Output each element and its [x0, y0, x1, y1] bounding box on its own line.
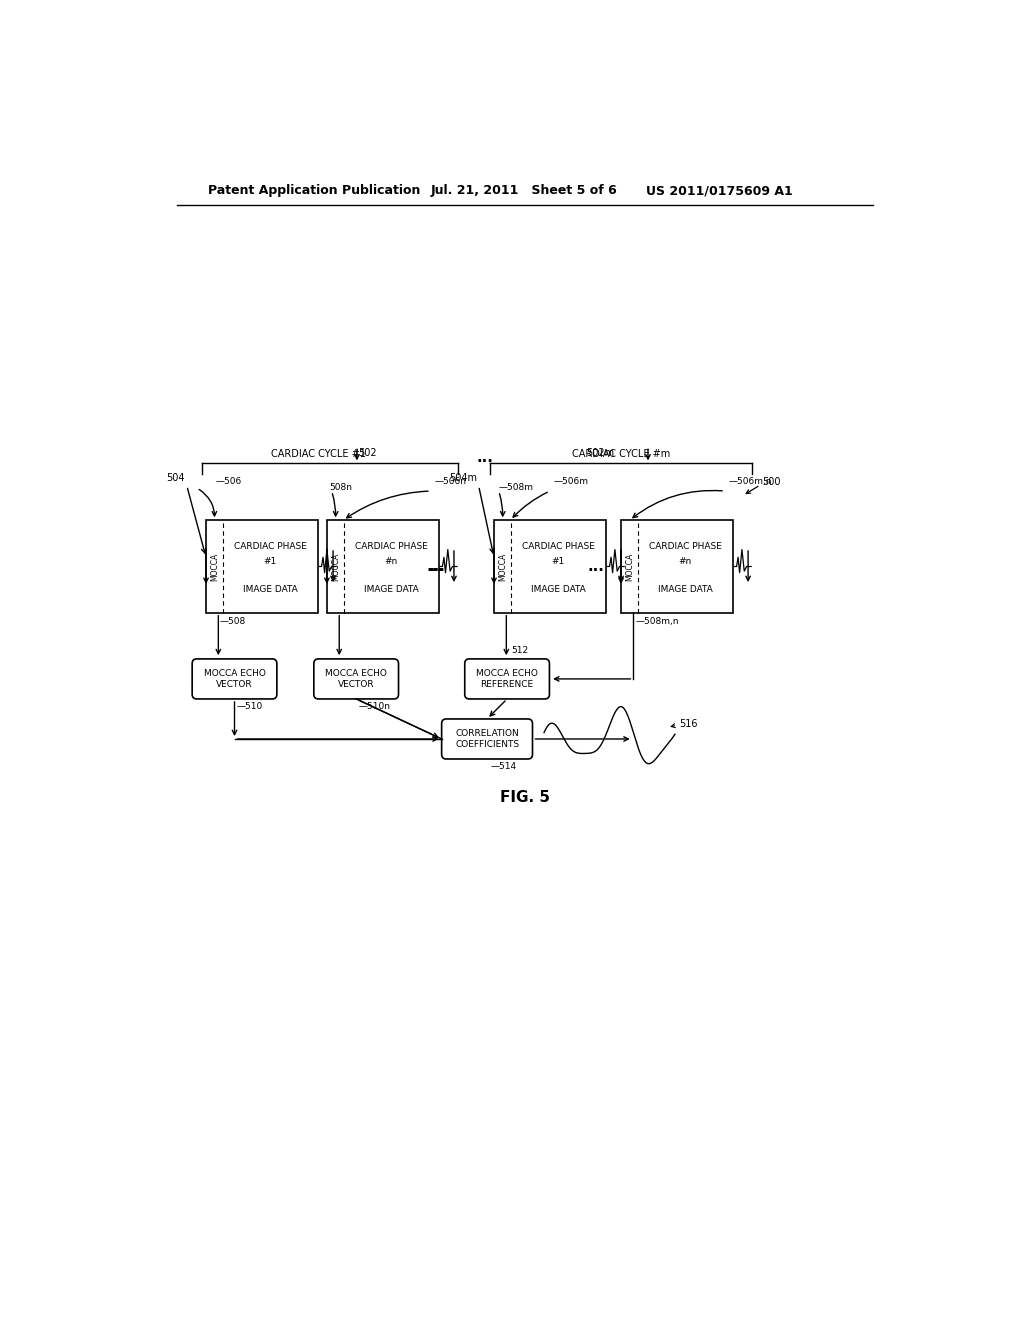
Text: CARDIAC PHASE: CARDIAC PHASE [354, 541, 428, 550]
Text: IMAGE DATA: IMAGE DATA [364, 585, 419, 594]
FancyBboxPatch shape [441, 719, 532, 759]
Text: CARDIAC PHASE: CARDIAC PHASE [522, 541, 595, 550]
Text: FIG. 5: FIG. 5 [500, 789, 550, 805]
Text: MOCCA: MOCCA [210, 552, 219, 581]
Text: CORRELATION
COEFFICIENTS: CORRELATION COEFFICIENTS [455, 729, 519, 748]
Text: ...: ... [426, 558, 443, 574]
Text: MOCCA: MOCCA [331, 552, 340, 581]
Bar [206, 520, 317, 612]
Text: MOCCA ECHO
VECTOR: MOCCA ECHO VECTOR [204, 669, 265, 689]
Text: 516: 516 [679, 718, 697, 729]
Text: —514: —514 [490, 762, 517, 771]
Text: MOCCA ECHO
REFERENCE: MOCCA ECHO REFERENCE [476, 669, 538, 689]
Text: —506: —506 [216, 478, 243, 486]
Text: 502: 502 [358, 447, 377, 458]
Text: #n: #n [679, 557, 692, 566]
Text: Patent Application Publication: Patent Application Publication [208, 185, 420, 197]
Text: CARDIAC PHASE: CARDIAC PHASE [649, 541, 722, 550]
FancyBboxPatch shape [193, 659, 276, 700]
Text: #1: #1 [264, 557, 276, 566]
Text: #n: #n [385, 557, 398, 566]
Text: —510: —510 [237, 702, 263, 711]
Text: —508m,n: —508m,n [636, 616, 679, 626]
Text: #1: #1 [552, 557, 565, 566]
Text: ...: ... [588, 558, 605, 574]
FancyBboxPatch shape [313, 659, 398, 700]
Text: MOCCA: MOCCA [625, 552, 634, 581]
Text: ...: ... [476, 450, 494, 466]
Text: —508m: —508m [499, 483, 534, 492]
Bar [494, 520, 605, 612]
Text: 512: 512 [511, 645, 528, 655]
Text: US 2011/0175609 A1: US 2011/0175609 A1 [646, 185, 794, 197]
Text: MOCCA: MOCCA [498, 552, 507, 581]
Text: IMAGE DATA: IMAGE DATA [530, 585, 586, 594]
Text: —508: —508 [220, 616, 246, 626]
Text: 500: 500 [762, 477, 780, 487]
Text: 504m: 504m [450, 474, 477, 483]
Text: —506m,n: —506m,n [729, 478, 772, 486]
Text: CARDIAC PHASE: CARDIAC PHASE [233, 541, 307, 550]
Bar [327, 520, 438, 612]
FancyBboxPatch shape [465, 659, 550, 700]
Text: IMAGE DATA: IMAGE DATA [658, 585, 713, 594]
Text: —506m: —506m [554, 478, 589, 486]
Text: 504: 504 [166, 474, 184, 483]
Text: 502m: 502m [587, 447, 614, 458]
Bar [621, 520, 733, 612]
Text: —510n: —510n [358, 702, 390, 711]
Text: CARDIAC CYCLE #1: CARDIAC CYCLE #1 [271, 450, 366, 459]
Text: CARDIAC CYCLE #m: CARDIAC CYCLE #m [572, 450, 670, 459]
Text: ...: ... [429, 558, 445, 574]
Text: 508n: 508n [330, 483, 352, 492]
Text: —506n: —506n [435, 478, 467, 486]
Text: IMAGE DATA: IMAGE DATA [243, 585, 298, 594]
Text: MOCCA ECHO
VECTOR: MOCCA ECHO VECTOR [326, 669, 387, 689]
Text: Jul. 21, 2011   Sheet 5 of 6: Jul. 21, 2011 Sheet 5 of 6 [431, 185, 617, 197]
